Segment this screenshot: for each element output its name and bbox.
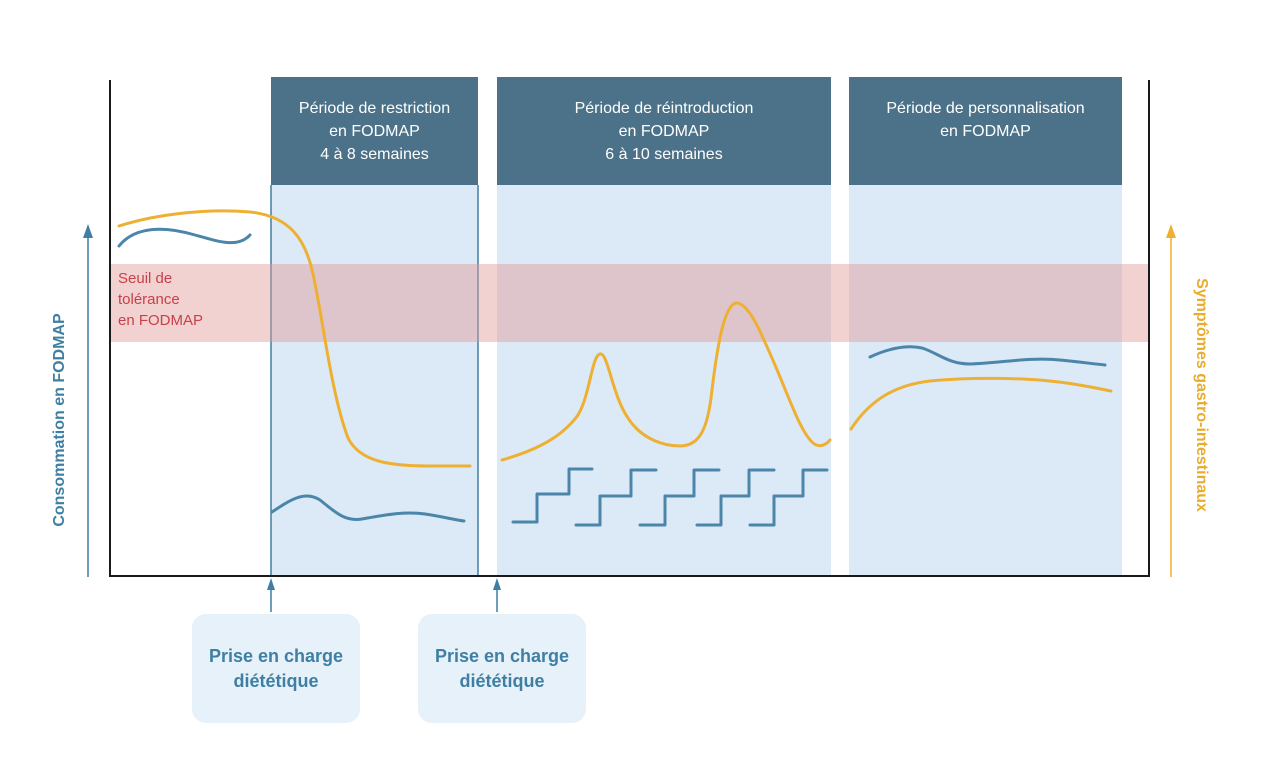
consumption-steps-3 [638, 468, 721, 527]
phase-restriction-line2: en FODMAP [329, 123, 420, 140]
consumption-steps-4 [695, 468, 776, 527]
left-axis-title: Consommation en FODMAP [51, 313, 68, 527]
care-box-1-line2: diététique [233, 671, 319, 691]
threshold-line1: Seuil de [118, 270, 173, 287]
dietary-care-box-2: Prise en charge diététique [418, 614, 586, 723]
phase-restriction-duration: 4 à 8 semaines [320, 146, 429, 163]
care-box-2-line2: diététique [459, 671, 545, 691]
consumption-curve-restriction [270, 494, 466, 523]
consumption-steps-5 [748, 468, 829, 527]
threshold-line3: en FODMAP [118, 312, 204, 329]
phase-reintroduction-line1: Période de réintroduction [574, 100, 754, 117]
phase-restriction-line1: Période de restriction [298, 100, 451, 117]
threshold-line2: tolérance [118, 291, 180, 308]
left-axis-arrow-head [83, 224, 93, 238]
consumption-curve-baseline [117, 227, 252, 248]
right-axis-title: Symptômes gastro-intestinaux [1193, 278, 1210, 512]
consumption-steps-1 [511, 467, 594, 524]
symptom-curve-reintroduction [500, 301, 832, 462]
care-arrow-1-head [267, 578, 275, 590]
phase-personalisation-body [849, 185, 1122, 576]
care-box-2-line1: Prise en charge [434, 646, 570, 666]
care-box-1-line1: Prise en charge [208, 646, 344, 666]
phase-reintroduction-header: Période de réintroduction en FODMAP 6 à … [497, 77, 831, 185]
phase-reintroduction-duration: 6 à 10 semaines [605, 146, 723, 163]
symptom-curve-restriction [117, 209, 472, 468]
phase-restriction-header: Période de restriction en FODMAP 4 à 8 s… [271, 77, 478, 185]
care-arrow-2-head [493, 578, 501, 590]
phase-reintroduction-line2: en FODMAP [618, 123, 710, 140]
consumption-steps-2 [574, 468, 658, 527]
dietary-care-box-1: Prise en charge diététique [192, 614, 360, 723]
phase-personalisation-header: Période de personnalisation en FODMAP [849, 77, 1122, 185]
symptom-curve-personalisation [849, 376, 1113, 431]
tolerance-threshold-band [110, 264, 1149, 342]
right-axis-arrow-head [1166, 224, 1176, 238]
tolerance-threshold-label: Seuil de tolérance en FODMAP [118, 268, 228, 331]
consumption-curve-personalisation [868, 345, 1107, 367]
phase-personalisation-line1: Période de personnalisation [886, 100, 1085, 117]
phase-personalisation-line2: en FODMAP [940, 123, 1031, 140]
